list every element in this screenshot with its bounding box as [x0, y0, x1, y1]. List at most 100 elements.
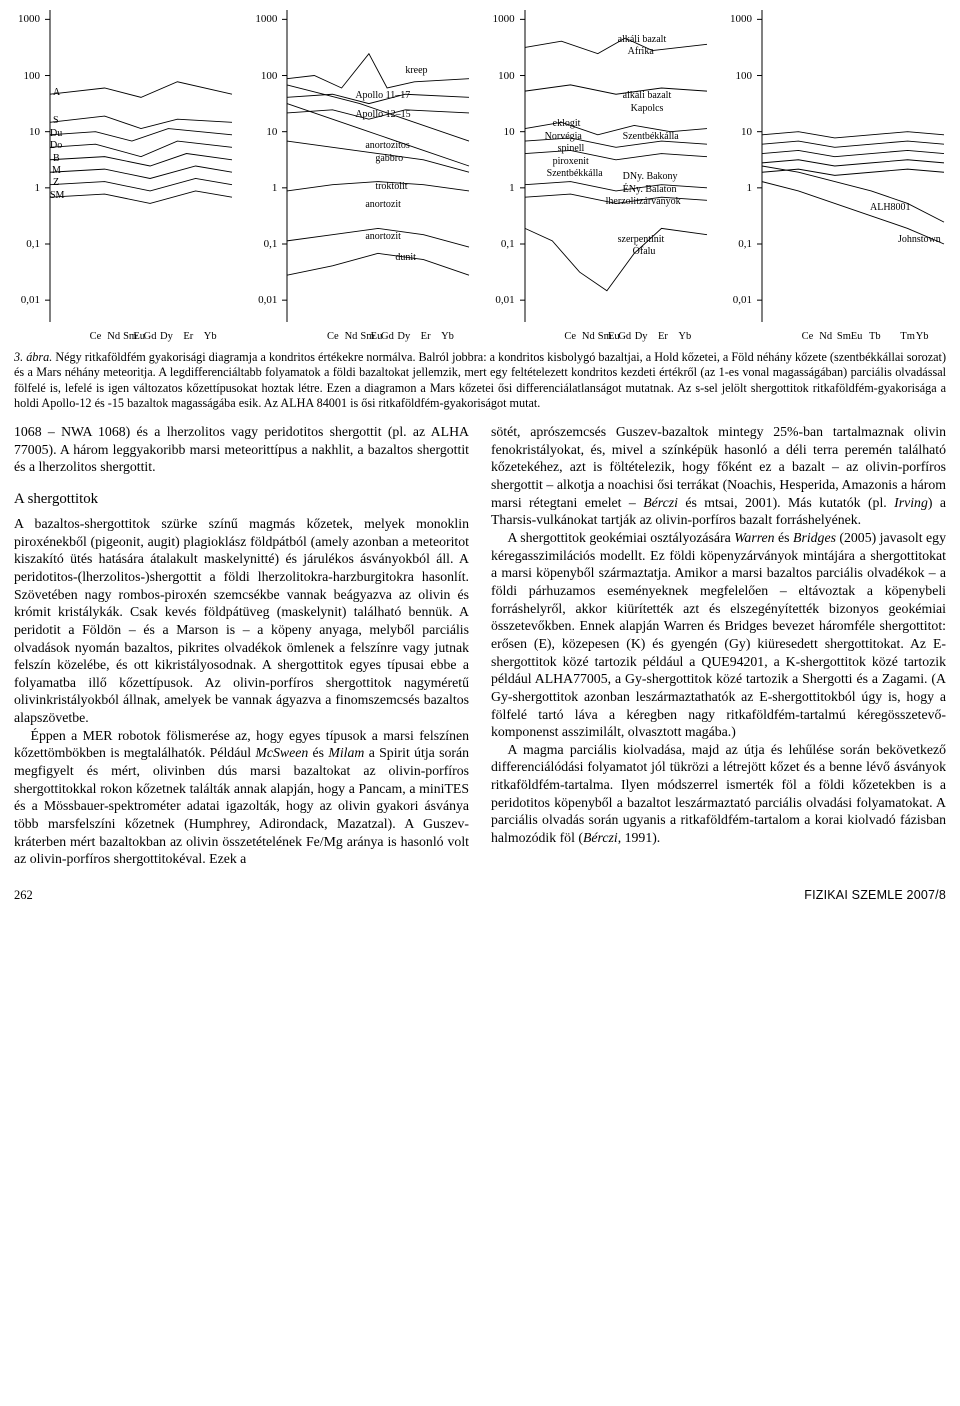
y-tick-label: 1000	[479, 13, 515, 25]
figure-number: 3. ábra.	[14, 350, 52, 364]
chart-svg-d	[720, 4, 952, 344]
page-footer: 262 FIZIKAI SZEMLE 2007/8	[0, 884, 960, 909]
chart-annotation: Kapolcs	[631, 104, 664, 115]
chart-annotation: DNy. Bakony	[623, 172, 678, 183]
chart-annotation: Johnstown	[898, 235, 941, 246]
y-tick-label: 0,1	[4, 238, 40, 250]
right-para-3: A magma parciális kiolvadása, majd az út…	[491, 741, 946, 847]
charts-row: 10001001010,10,01CeNdSmEuGdDyErYbASDuDoB…	[0, 0, 960, 344]
right-para-2: A shergottitok geokémiai osztályozására …	[491, 529, 946, 741]
chart-panel-b: 10001001010,10,01CeNdSmEuGdDyErYbkreepAp…	[245, 4, 477, 344]
figure-caption-text: Négy ritkaföldfém gyakorisági diagramja …	[14, 350, 946, 410]
x-tick-label: Nd	[582, 331, 595, 342]
chart-panel-a: 10001001010,10,01CeNdSmEuGdDyErYbASDuDoB…	[8, 4, 240, 344]
chart-annotation: Apollo 11–17	[355, 91, 410, 102]
chart-panel-d: 10001001010,10,01CeNdSmEuTbTmYbALH8001Jo…	[720, 4, 952, 344]
y-tick-label: 10	[241, 126, 277, 138]
chart-annotation: ALH8001	[870, 203, 911, 214]
y-tick-label: 0,01	[4, 294, 40, 306]
x-tick-label: Dy	[160, 331, 173, 342]
x-tick-label: Nd	[107, 331, 120, 342]
chart-annotation: piroxenit	[553, 157, 589, 168]
chart-annotation: alkáli bazalt	[623, 91, 672, 102]
left-para-1: 1068 – NWA 1068) és a lherzolitos vagy p…	[14, 423, 469, 476]
y-tick-label: 100	[716, 70, 752, 82]
chart-annotation: ÉNy. Balaton	[623, 185, 677, 196]
y-tick-label: 1000	[4, 13, 40, 25]
x-tick-label: Ce	[327, 331, 339, 342]
chart-annotation: eklogit	[553, 119, 581, 130]
right-para-1: sötét, aprószemcsés Guszev-bazaltok mint…	[491, 423, 946, 529]
y-tick-label: 100	[479, 70, 515, 82]
x-tick-label: Ce	[802, 331, 814, 342]
y-tick-label: 1	[241, 182, 277, 194]
chart-annotation: szerpentinit	[618, 235, 665, 246]
y-tick-label: 0,1	[241, 238, 277, 250]
x-tick-label: Er	[421, 331, 431, 342]
chart-annotation: anortozitos	[365, 141, 409, 152]
chart-annotation: kreep	[405, 66, 427, 77]
x-tick-label: Dy	[397, 331, 410, 342]
chart-svg-b	[245, 4, 477, 344]
x-tick-label: Gd	[618, 331, 631, 342]
x-tick-label: Ce	[564, 331, 576, 342]
y-tick-label: 1000	[241, 13, 277, 25]
left-column: 1068 – NWA 1068) és a lherzolitos vagy p…	[14, 423, 469, 868]
y-tick-label: 1000	[716, 13, 752, 25]
left-para-3: Éppen a MER robotok fölismerése az, hogy…	[14, 727, 469, 868]
y-tick-label: 10	[4, 126, 40, 138]
y-tick-label: 0,01	[716, 294, 752, 306]
y-tick-label: 0,1	[716, 238, 752, 250]
chart-annotation: M	[52, 166, 61, 177]
y-tick-label: 1	[4, 182, 40, 194]
y-tick-label: 1	[716, 182, 752, 194]
journal-name: FIZIKAI SZEMLE 2007/8	[804, 888, 946, 903]
chart-annotation: troktolit	[375, 182, 407, 193]
chart-annotation: Szentbékkálla	[547, 169, 603, 180]
chart-annotation: spinell	[558, 144, 585, 155]
x-tick-label: Ce	[90, 331, 102, 342]
chart-annotation: Z	[53, 178, 59, 189]
chart-annotation: anortozit	[365, 232, 401, 243]
x-tick-label: Yb	[916, 331, 929, 342]
y-tick-label: 100	[241, 70, 277, 82]
chart-annotation: Apollo 12–15	[355, 110, 410, 121]
y-tick-label: 0,1	[479, 238, 515, 250]
chart-annotation: Szentbékkálla	[623, 132, 679, 143]
y-tick-label: 10	[479, 126, 515, 138]
chart-annotation: Do	[50, 141, 62, 152]
chart-annotation: lherzolitzárványok	[606, 197, 681, 208]
x-tick-label: Sm	[837, 331, 851, 342]
chart-annotation: S	[53, 116, 59, 127]
x-tick-label: Yb	[678, 331, 691, 342]
x-tick-label: Yb	[441, 331, 454, 342]
chart-annotation: Ófalu	[633, 247, 656, 258]
page-number: 262	[14, 888, 33, 903]
left-para-2: A bazaltos-shergottitok szürke színű mag…	[14, 515, 469, 727]
y-tick-label: 0,01	[241, 294, 277, 306]
x-tick-label: Tm	[900, 331, 915, 342]
right-column: sötét, aprószemcsés Guszev-bazaltok mint…	[491, 423, 946, 868]
chart-annotation: anortozit	[365, 200, 401, 211]
chart-annotation: SM	[50, 191, 64, 202]
x-tick-label: Gd	[144, 331, 157, 342]
x-tick-label: Eu	[851, 331, 863, 342]
chart-annotation: Norvégia	[545, 132, 582, 143]
x-tick-label: Nd	[819, 331, 832, 342]
section-heading-shergottitok: A shergottitok	[14, 490, 469, 509]
x-tick-label: Tb	[869, 331, 881, 342]
figure-caption: 3. ábra. Négy ritkaföldfém gyakorisági d…	[0, 344, 960, 423]
chart-annotation: B	[53, 154, 60, 165]
chart-annotation: dunit	[395, 253, 416, 264]
x-tick-label: Gd	[381, 331, 394, 342]
x-tick-label: Er	[183, 331, 193, 342]
y-tick-label: 0,01	[479, 294, 515, 306]
y-tick-label: 1	[479, 182, 515, 194]
x-tick-label: Yb	[204, 331, 217, 342]
chart-annotation: Du	[50, 129, 62, 140]
chart-panel-c: 10001001010,10,01CeNdSmEuGdDyErYbalkáli …	[483, 4, 715, 344]
x-tick-label: Er	[658, 331, 668, 342]
chart-annotation: alkáli bazalt	[618, 35, 667, 46]
x-tick-label: Dy	[635, 331, 648, 342]
body-columns: 1068 – NWA 1068) és a lherzolitos vagy p…	[0, 423, 960, 884]
